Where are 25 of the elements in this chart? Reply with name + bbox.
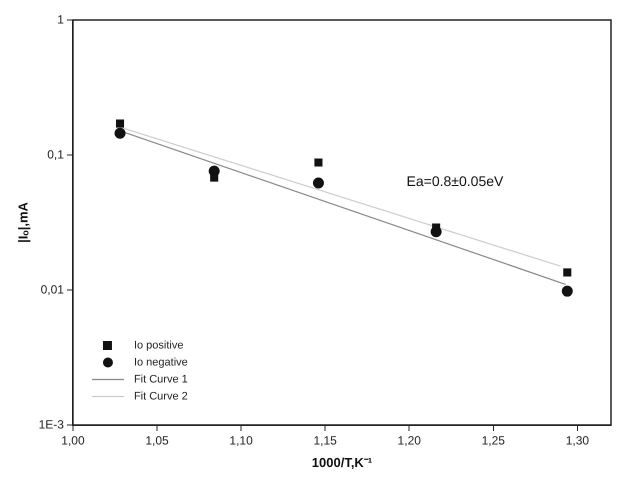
x-tick-label: 1,30 xyxy=(566,434,590,448)
x-tick-label: 1,10 xyxy=(229,434,254,448)
x-tick-label: 1,00 xyxy=(61,434,85,448)
y-axis-title: |Iₒ|,mA xyxy=(15,202,30,243)
legend-label: Fit Curve 1 xyxy=(134,374,188,386)
x-tick-label: 1,05 xyxy=(145,434,170,448)
point xyxy=(210,174,218,182)
point xyxy=(114,128,126,139)
point xyxy=(116,120,124,128)
y-tick-label: 1E-3 xyxy=(38,417,64,432)
legend-label: Fit Curve 2 xyxy=(134,390,188,403)
x-tick-label: 1,15 xyxy=(313,434,338,448)
x-tick-label: 1,20 xyxy=(398,434,422,448)
x-tick-label: 1,25 xyxy=(482,434,506,448)
y-tick-label: 0,01 xyxy=(40,282,64,296)
annotation: Ea=0.8±0.05eV xyxy=(406,172,504,189)
point xyxy=(562,286,573,297)
legend-label: Io positive xyxy=(134,340,184,352)
y-tick-label: 1 xyxy=(57,12,64,26)
point xyxy=(312,178,324,189)
y-tick-label: 0,1 xyxy=(47,147,64,162)
x-axis-title: 1000/T,K⁻¹ xyxy=(312,454,372,470)
point xyxy=(314,158,322,167)
legend-label: Io negative xyxy=(134,356,188,369)
point xyxy=(563,268,572,276)
